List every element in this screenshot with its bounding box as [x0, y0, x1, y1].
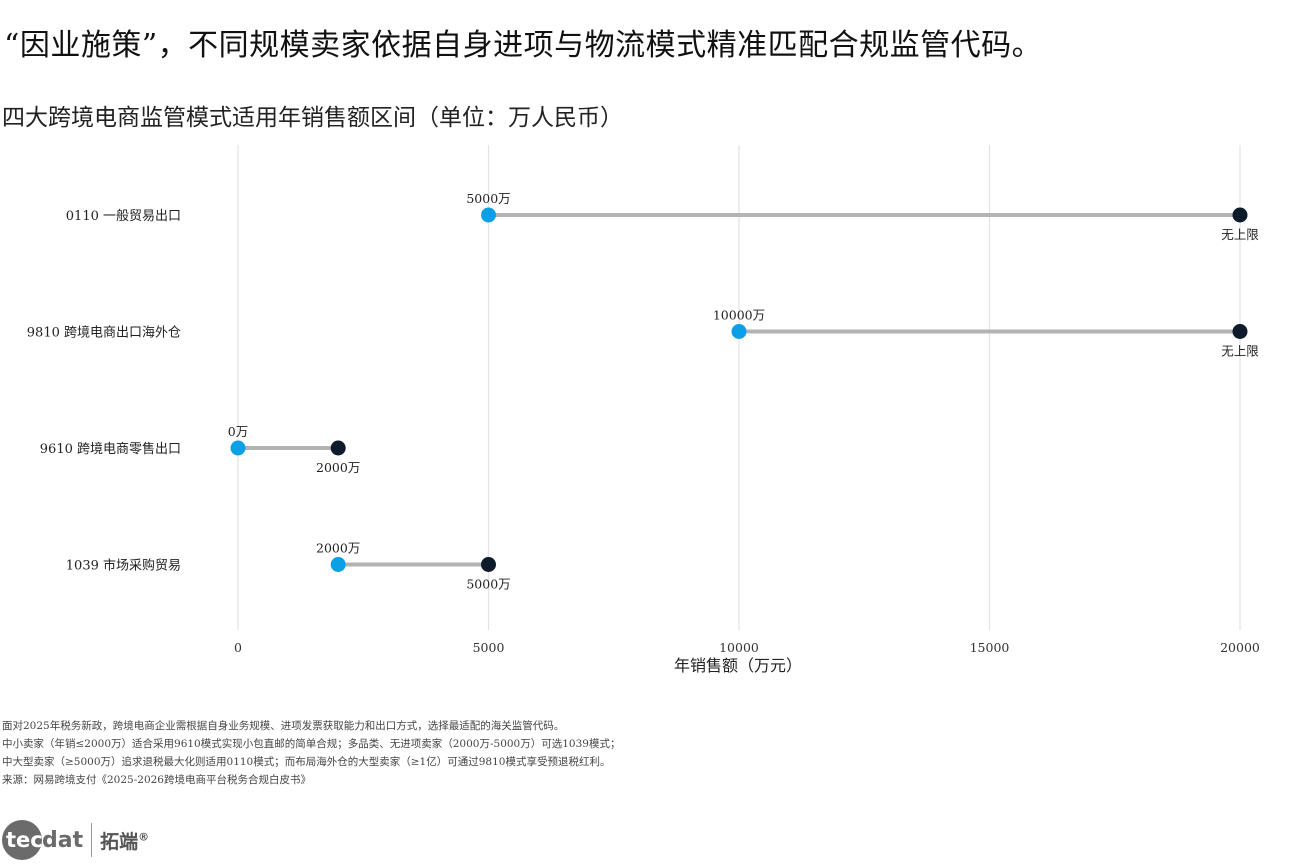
- start-point: [731, 324, 747, 339]
- end-value-label: 2000万: [316, 460, 360, 475]
- logo-cn-text: 拓端®: [100, 827, 149, 854]
- x-tick-label: 0: [234, 640, 242, 655]
- logo-bubble: tec: [2, 820, 43, 860]
- x-tick-label: 10000: [719, 640, 759, 655]
- x-tick-label: 20000: [1220, 640, 1260, 655]
- start-value-label: 5000万: [466, 191, 510, 206]
- end-point: [481, 557, 496, 572]
- end-value-label: 5000万: [466, 577, 510, 592]
- end-point: [330, 440, 346, 456]
- start-point: [330, 557, 346, 572]
- end-point: [1232, 207, 1248, 223]
- logo-divider: [91, 823, 93, 857]
- footnotes: 面对2025年税务新政，跨境电商企业需根据自身业务规模、进项发票获取能力和出口方…: [2, 717, 620, 789]
- end-value-label: 无上限: [1221, 227, 1259, 242]
- logo-registered-mark: ®: [138, 830, 150, 844]
- y-category-label: 0110 一般贸易出口: [66, 208, 181, 224]
- chart-title: 四大跨境电商监管模式适用年销售额区间（单位：万人民币）: [2, 105, 623, 131]
- headline: “因业施策”，不同规模卖家依据自身进项与物流模式精准匹配合规监管代码。: [4, 28, 1043, 63]
- start-value-label: 2000万: [316, 541, 360, 556]
- source-note: 来源：网易跨境支付《2025-2026跨境电商平台税务合规白皮书》: [2, 774, 311, 786]
- end-point: [1232, 324, 1248, 339]
- logo: tec dat 拓端®: [2, 818, 149, 862]
- start-value-label: 0万: [228, 424, 248, 439]
- y-category-label: 9610 跨境电商零售出口: [40, 441, 181, 457]
- footnote-line: 中大型卖家（≥5000万）追求退税最大化则适用0110模式；而布局海外仓的大型卖…: [2, 756, 611, 768]
- logo-cn-name: 拓端: [100, 830, 139, 853]
- x-tick-label: 15000: [970, 640, 1010, 655]
- x-tick-label: 5000: [473, 640, 505, 655]
- start-point: [481, 207, 496, 223]
- x-axis-label: 年销售额（万元）: [674, 656, 802, 675]
- footnote-line: 中小卖家（年销≤2000万）适合采用9610模式实现小包直邮的简单合规；多品类、…: [2, 738, 621, 750]
- y-category-label: 9810 跨境电商出口海外仓: [27, 326, 181, 341]
- footnote-line: 面对2025年税务新政，跨境电商企业需根据自身业务规模、进项发票获取能力和出口方…: [2, 720, 565, 732]
- chart-marks: [230, 207, 1248, 572]
- end-value-label: 无上限: [1221, 344, 1259, 359]
- y-category-label: 1039 市场采购贸易: [66, 558, 181, 574]
- grid-lines: [237, 145, 1241, 630]
- start-value-label: 10000万: [713, 308, 765, 323]
- start-point: [230, 440, 246, 456]
- logo-text: dat: [42, 827, 84, 853]
